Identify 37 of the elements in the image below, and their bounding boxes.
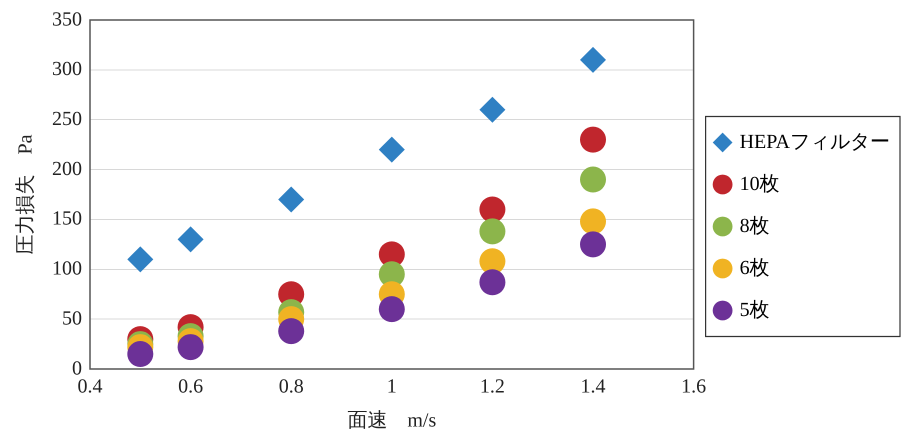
point — [479, 96, 506, 123]
point — [479, 196, 506, 222]
point — [127, 246, 154, 272]
legend-label: 8枚 — [740, 214, 770, 237]
point — [580, 126, 606, 153]
point — [580, 46, 606, 73]
x-tick-label: 1.4 — [580, 375, 606, 398]
point — [127, 341, 154, 368]
point — [278, 318, 304, 344]
point — [178, 226, 204, 252]
x-tick-label: 0.6 — [178, 375, 204, 398]
y-tick-label: 350 — [52, 8, 82, 30]
point — [580, 208, 606, 234]
legend-label: HEPAフィルター — [740, 130, 890, 153]
x-tick-label: 1.2 — [480, 375, 505, 398]
point — [178, 334, 204, 360]
point — [580, 166, 606, 193]
legend-label: 6枚 — [740, 256, 770, 279]
point — [479, 269, 506, 296]
legend-label: 10枚 — [740, 172, 780, 195]
y-tick-label: 250 — [52, 108, 82, 130]
legend-label: 5枚 — [740, 298, 770, 321]
point — [580, 231, 606, 258]
point — [278, 186, 304, 212]
x-tick-label: 1 — [386, 375, 397, 398]
y-tick-label: 200 — [52, 158, 82, 180]
y-axis-title: 圧力損失 Pa — [14, 134, 36, 254]
y-tick-label: 100 — [52, 258, 82, 280]
x-axis-title: 面速 m/s — [347, 409, 436, 432]
point — [378, 296, 405, 322]
y-tick-label: 150 — [52, 208, 82, 230]
x-tick-label: 1.6 — [681, 375, 706, 398]
point — [479, 218, 506, 244]
point — [378, 136, 405, 163]
x-tick-label: 0.8 — [278, 375, 304, 398]
y-tick-label: 50 — [62, 307, 82, 330]
y-tick-label: 300 — [52, 58, 82, 80]
